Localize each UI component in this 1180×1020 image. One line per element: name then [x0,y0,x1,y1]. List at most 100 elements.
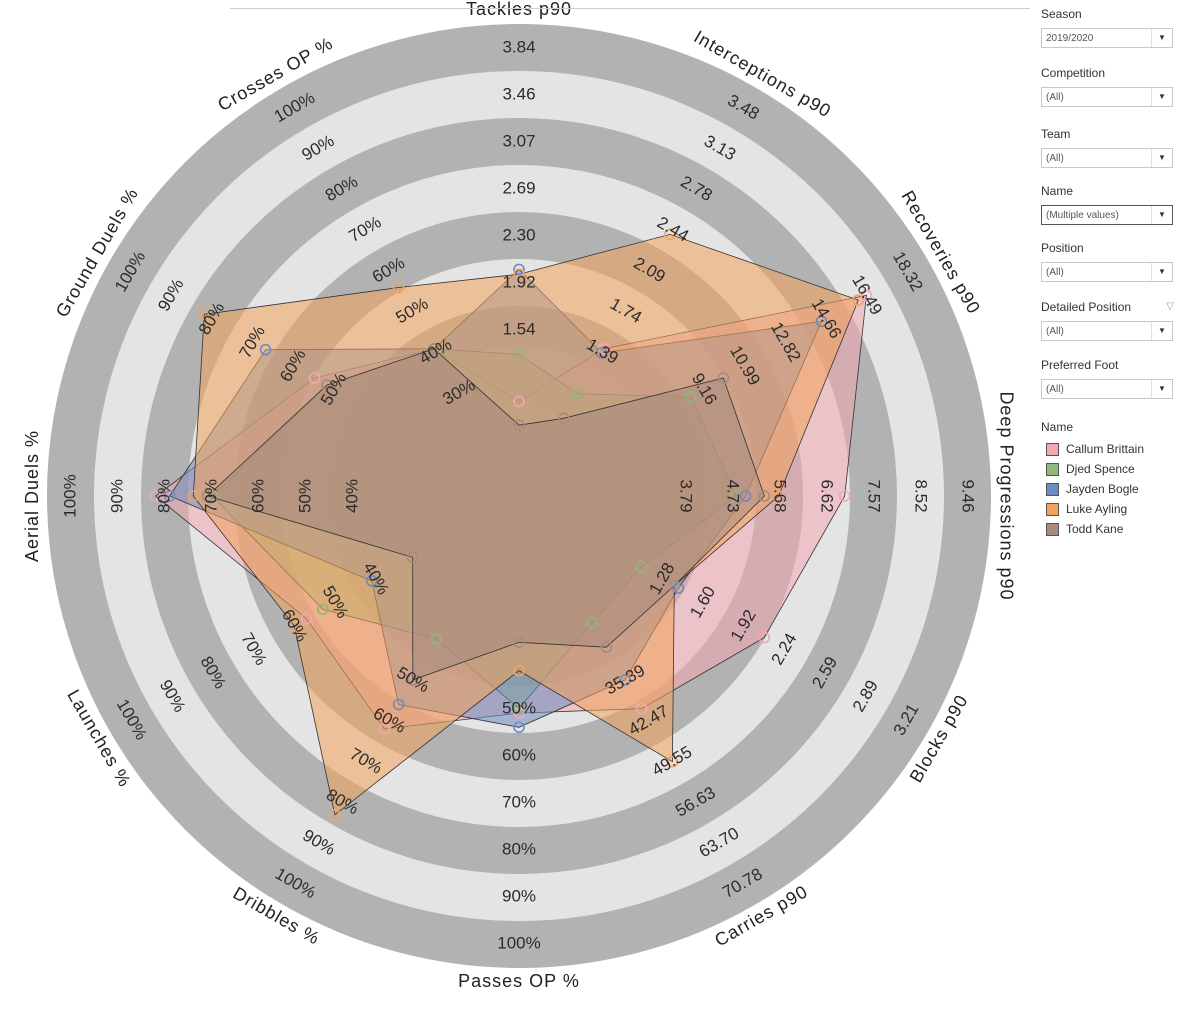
data-point [201,490,214,502]
data-point [717,372,730,384]
data-point [815,315,828,328]
tick-label: 3.07 [502,131,535,150]
legend-label: Jayden Bogle [1066,482,1139,496]
data-point [365,575,378,587]
name-dropdown[interactable]: (Multiple values) ▼ [1041,205,1173,225]
legend-item[interactable]: Callum Brittain [1041,439,1176,459]
filter-label: Name [1041,184,1074,198]
filter-preferred-foot: Preferred Foot (All) ▼ [1041,357,1176,399]
legend-item[interactable]: Luke Ayling [1041,499,1176,519]
data-point [187,490,200,502]
legend-swatch [1046,502,1059,516]
team-dropdown[interactable]: (All) ▼ [1041,148,1173,168]
top-divider [230,8,1030,9]
position-dropdown[interactable]: (All) ▼ [1041,262,1173,282]
legend-label: Djed Spence [1066,462,1135,476]
data-point [666,755,679,768]
data-point [852,294,865,306]
tick-label: 50% [502,698,536,717]
legend-title: Name [1041,420,1074,434]
data-point [392,698,405,711]
filter-label: Detailed Position [1041,300,1132,314]
data-point [513,348,525,361]
data-point [198,308,211,321]
tick-label: 8.52 [912,479,931,512]
data-point [572,387,584,400]
data-point [513,268,525,281]
tick-label: 7.57 [865,479,884,512]
chevron-down-icon: ▼ [1151,88,1172,106]
data-point [321,379,333,391]
filter-position: Position (All) ▼ [1041,240,1176,282]
legend-item[interactable]: Todd Kane [1041,519,1176,539]
tick-label: 1.92 [502,272,535,291]
data-point [163,490,176,502]
filter-label: Position [1041,241,1084,255]
filter-label: Season [1041,7,1082,21]
axis-title: Passes OP % [458,971,580,991]
data-point [288,619,301,632]
filter-label: Team [1041,127,1071,141]
data-point [513,664,525,677]
data-point [758,490,771,502]
legend: Name Callum Brittain Djed Spence Jayden … [1041,420,1176,539]
tick-label: 40% [342,479,361,513]
chevron-down-icon: ▼ [1151,263,1172,281]
data-point [664,228,676,241]
chevron-down-icon: ▼ [1151,206,1172,224]
competition-dropdown[interactable]: (All) ▼ [1041,87,1173,107]
tick-label: 9.46 [959,479,978,512]
data-point [378,723,391,735]
legend-swatch [1046,442,1059,456]
legend-item[interactable]: Jayden Bogle [1041,479,1176,499]
filter-panel: Season 2019/2020 ▼ Competition (All) ▼ Tea… [1041,0,1180,1015]
data-point [513,702,525,715]
tick-label: 80% [154,479,173,513]
detailed-position-dropdown[interactable]: (All) ▼ [1041,321,1173,341]
data-point [635,560,648,573]
chevron-down-icon: ▼ [1151,380,1172,398]
preferred-foot-dropdown[interactable]: (All) ▼ [1041,379,1173,399]
legend-item[interactable]: Djed Spence [1041,459,1176,479]
dropdown-value: (Multiple values) [1046,210,1119,221]
filter-competition: Competition (All) ▼ [1041,65,1176,107]
data-point [392,281,405,294]
data-point [308,372,321,384]
tick-label: 50% [295,479,314,513]
axis-title: Deep Progressions p90 [996,391,1016,600]
tick-label: 70% [201,479,220,513]
data-point [739,490,752,502]
legend-label: Luke Ayling [1066,502,1128,516]
tick-label: 4.73 [724,479,743,512]
filter-label: Competition [1041,66,1106,80]
data-point [635,702,648,715]
data-point [406,674,419,686]
dropdown-value: (All) [1046,326,1064,337]
tick-label: 80% [502,839,536,858]
season-dropdown[interactable]: 2019/2020 ▼ [1041,28,1173,48]
tick-label: 100% [497,933,540,952]
data-point [586,616,599,629]
tick-label: 60% [248,479,267,513]
data-point [513,395,525,408]
filter-funnel-icon[interactable]: ▽ [1166,301,1174,312]
data-point [206,490,218,502]
data-point [595,347,608,359]
dropdown-value: 2019/2020 [1046,33,1094,44]
data-point [513,707,525,719]
data-point [300,612,313,625]
tick-label: 3.46 [502,84,535,103]
data-point [600,641,613,654]
series-area [206,348,765,681]
axis-title: Tackles p90 [466,0,572,19]
filter-name: Name (Multiple values) ▼ [1041,183,1176,225]
tick-label: 60% [502,745,536,764]
data-point [329,808,341,821]
axis-title: Aerial Duels % [22,430,42,562]
data-point [513,263,525,276]
tick-label: 3.84 [502,37,535,56]
data-point [406,551,419,564]
data-point [668,579,681,592]
radar-chart: 1.54 1.92 2.30 2.69 3.07 3.46 3.84 Tackles p90 1… [22,0,1017,991]
data-point [430,633,443,645]
